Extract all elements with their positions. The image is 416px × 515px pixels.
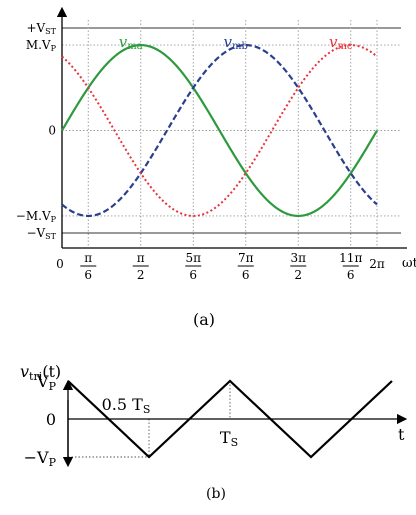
level-label-sub: ST — [45, 27, 56, 36]
x-tick-pi6: π6 — [80, 251, 97, 282]
chart-b-x-label: t — [398, 425, 405, 444]
y-tick-sub: P — [49, 380, 57, 393]
x-tick-num: 5π — [185, 251, 201, 265]
x-tick-num: 7π — [238, 251, 254, 265]
annotation-half_ts: 0.5 TS — [102, 395, 151, 416]
x-tick-den: 2 — [137, 268, 145, 282]
chart-b-y-label: vtri(t) — [20, 362, 61, 383]
series-vma-line — [61, 43, 378, 218]
y-tick-text: V — [36, 372, 49, 391]
annotation-sub: S — [231, 436, 239, 449]
level-label-sub: P — [51, 215, 57, 224]
x-tick-den: 6 — [84, 268, 92, 282]
series-label-main: v — [119, 33, 128, 51]
level-label-text: −M.V — [16, 209, 51, 223]
series-vma-label: vma — [119, 33, 143, 52]
level-label-vst_neg: −VST — [26, 226, 56, 241]
x-tick-pi2: π2 — [132, 251, 149, 282]
chart-b-y-label-sub: tri — [29, 370, 43, 383]
annotation-text: T — [220, 428, 231, 447]
level-label-sub: ST — [45, 232, 56, 241]
chart-b-y-label-main: v — [20, 362, 29, 381]
chart-b-caption: (b) — [206, 486, 226, 502]
y-tick-neg_vp: −VP — [24, 448, 57, 469]
chart-b-guides — [68, 381, 231, 458]
annotation-text: 0.5 T — [102, 395, 144, 414]
x-tick-den: 6 — [189, 268, 197, 282]
level-label-mvp_neg: −M.VP — [16, 209, 57, 224]
y-tick-text: 0 — [46, 410, 56, 429]
x-tick-7pi6: 7π6 — [237, 251, 254, 282]
level-label-text: M.V — [26, 38, 51, 52]
x-tick-den: 6 — [347, 268, 355, 282]
chart-a-series-labels: vma vmb vmc — [119, 33, 353, 52]
series-label-sub: mc — [337, 41, 352, 52]
y-tick-sub: P — [49, 456, 57, 469]
x-tick-num: 0 — [56, 257, 64, 271]
x-tick-2pi: 2π — [369, 257, 385, 271]
triangle-carrier-line — [67, 379, 393, 459]
level-label-mvp_pos: M.VP — [26, 38, 57, 53]
x-tick-zero: 0 — [56, 257, 64, 271]
series-vmb-label: vmb — [224, 33, 248, 52]
x-tick-3pi2: 3π2 — [290, 251, 307, 282]
chart-b-y-label-suffix: (t) — [42, 362, 61, 381]
chart-b-y-ticks: VP0−VP — [24, 372, 57, 469]
series-label-main: v — [224, 33, 233, 51]
x-tick-num: 3π — [290, 251, 306, 265]
series-label-main: v — [329, 33, 338, 51]
series-label-sub: ma — [127, 41, 142, 52]
level-label-sub: P — [51, 44, 57, 53]
y-tick-text: −V — [24, 448, 49, 467]
x-tick-den: 2 — [294, 268, 302, 282]
annotation-ts: TS — [220, 428, 238, 449]
x-tick-num: 2π — [369, 257, 385, 271]
level-label-zero: 0 — [48, 124, 56, 138]
level-label-text: +V — [26, 21, 45, 35]
chart-a-caption: (a) — [193, 310, 215, 329]
series-vmc-line — [61, 44, 378, 217]
level-label-vst_pos: +VST — [26, 21, 56, 36]
series-vmb-line — [61, 43, 378, 218]
y-tick-zero: 0 — [46, 410, 56, 429]
x-tick-num: 11π — [339, 251, 362, 265]
level-label-text: 0 — [48, 124, 56, 138]
chart-a-x-label: ωt — [402, 256, 416, 271]
y-tick-vp: VP — [36, 372, 57, 393]
chart-a-grid — [62, 20, 401, 248]
x-tick-num: π — [84, 251, 92, 265]
x-tick-den: 6 — [242, 268, 250, 282]
x-tick-5pi6: 5π6 — [185, 251, 202, 282]
series-label-sub: mb — [232, 41, 248, 52]
chart-a-series — [61, 43, 378, 218]
x-tick-num: π — [137, 251, 145, 265]
series-vmc-label: vmc — [329, 33, 353, 52]
level-label-text: −V — [26, 226, 45, 240]
annotation-sub: S — [143, 403, 151, 416]
